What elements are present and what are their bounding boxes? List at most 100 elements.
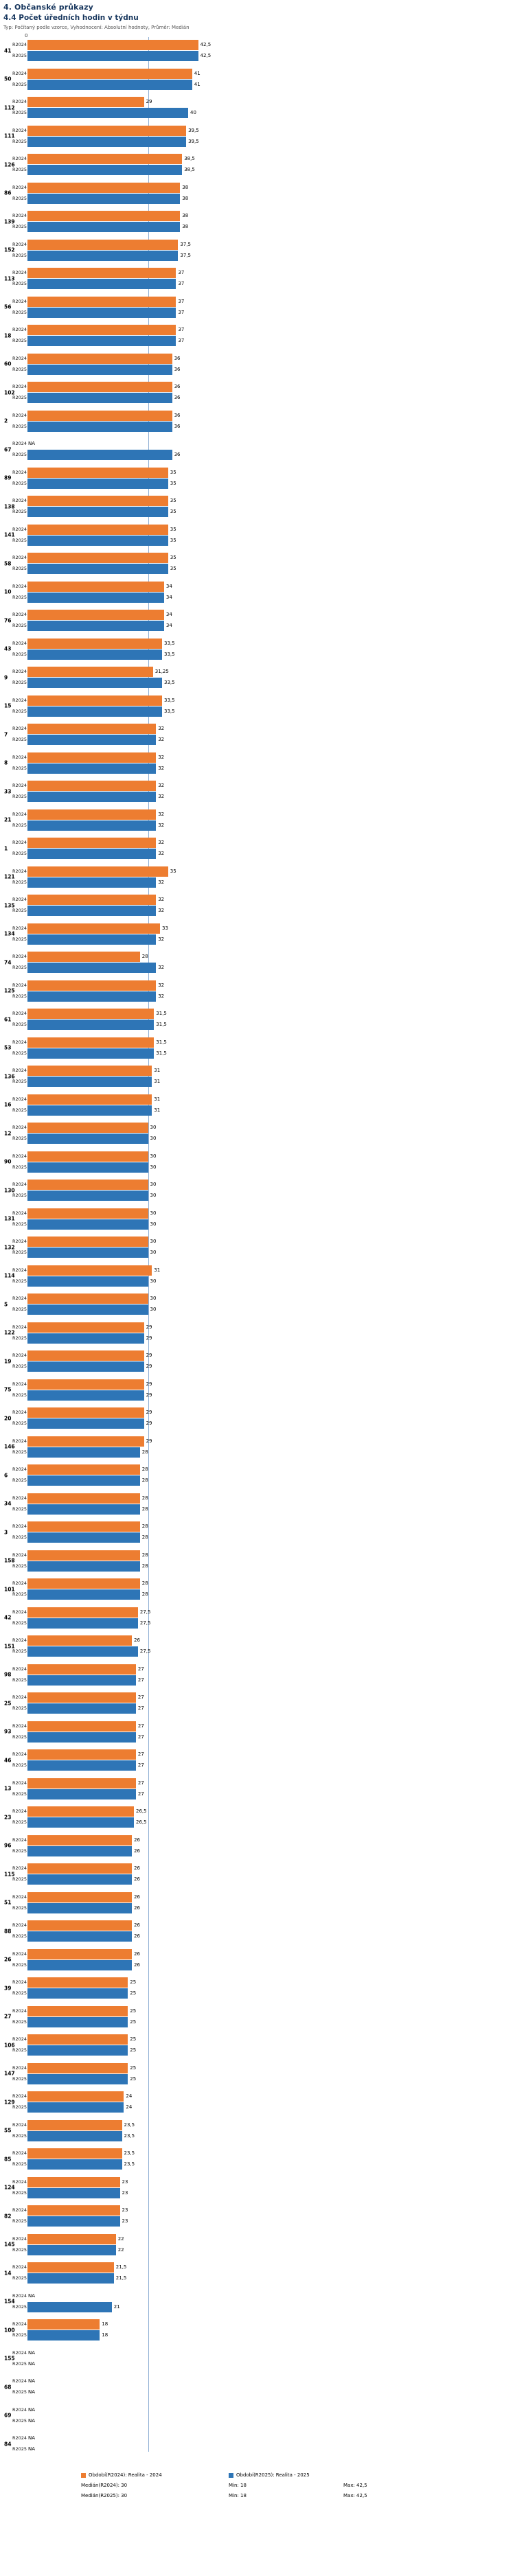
bar-row-r2024: R2024 27 xyxy=(3,1664,515,1675)
series-label: R2024 xyxy=(12,1694,27,1701)
office-id-label: 152 xyxy=(4,246,15,253)
bar-row-r2025: R2025 27,5 xyxy=(3,1646,515,1657)
bar-row-r2025: R2025 26 xyxy=(3,1902,515,1913)
value-label: 24 xyxy=(126,2104,133,2110)
value-label: 32 xyxy=(158,822,165,828)
bar-group: 136 R2024 31 R2025 31 xyxy=(3,1066,515,1087)
bar-row-r2025: R2025 23 xyxy=(3,2187,515,2198)
bar-group: 141 R2024 35 R2025 35 xyxy=(3,524,515,546)
bar-r2025 xyxy=(27,1959,133,1970)
bar-group: 85 R2024 23,5 R2025 23,5 xyxy=(3,2148,515,2170)
office-id-label: 51 xyxy=(4,1899,12,1906)
bar-group: 138 R2024 35 R2025 35 xyxy=(3,496,515,517)
bar-group: 53 R2024 31,5 R2025 31,5 xyxy=(3,1037,515,1059)
value-label: 30 xyxy=(150,1239,157,1244)
bar-r2025 xyxy=(27,2244,116,2255)
office-id-label: 58 xyxy=(4,560,12,566)
series-label: R2025 xyxy=(12,452,27,458)
bar-r2024 xyxy=(27,1607,138,1618)
office-id-label: 33 xyxy=(4,787,12,794)
office-id-label: 122 xyxy=(4,1329,15,1336)
series-label: R2024 xyxy=(12,1039,27,1045)
bar-row-r2024: R2024 38 xyxy=(3,211,515,221)
bar-group: 93 R2024 27 R2025 27 xyxy=(3,1721,515,1743)
bar-group: 125 R2024 32 R2025 32 xyxy=(3,980,515,1002)
series-label: R2024 xyxy=(12,2150,27,2157)
bar-r2025 xyxy=(27,535,168,546)
series-label: R2024 xyxy=(12,270,27,276)
value-label: 30 xyxy=(150,1307,157,1312)
series-label: R2024 xyxy=(12,1979,27,1986)
value-label: 23 xyxy=(122,2189,128,2196)
bar-row-r2025: R2025 32 xyxy=(3,963,515,973)
series-label: R2024 xyxy=(12,925,27,931)
series-label: R2025 xyxy=(12,1278,27,1284)
office-id-label: 61 xyxy=(4,1015,12,1022)
bar-row-r2024: R2024 31 xyxy=(3,1094,515,1105)
bar-r2025 xyxy=(27,934,157,945)
series-label: R2025 xyxy=(12,765,27,771)
bar-r2024 xyxy=(27,2005,128,2016)
bar-row-r2025: R2025 30 xyxy=(3,1304,515,1315)
bar-group: 34 R2024 28 R2025 28 xyxy=(3,1493,515,1515)
bar-row-r2025: R2025 35 xyxy=(3,478,515,489)
bar-row-r2025: R2025 33,5 xyxy=(3,706,515,717)
bar-row-r2025: R2025 38 xyxy=(3,222,515,232)
bar-group: 6 R2024 28 R2025 28 xyxy=(3,1464,515,1486)
series-label: R2025 xyxy=(12,2189,27,2196)
bar-row-r2024: R2024 25 xyxy=(3,1977,515,1988)
bar-group: 84 R2024 NA R2025 NA xyxy=(3,2433,515,2454)
series-label: R2024 xyxy=(12,213,27,219)
bar-r2024 xyxy=(27,724,157,734)
bar-row-r2024: R2024 26 xyxy=(3,1920,515,1931)
office-id-label: 136 xyxy=(4,1072,15,1079)
series-label: R2025 xyxy=(12,1307,27,1313)
bar-row-r2025: R2025 34 xyxy=(3,621,515,631)
office-id-label: 39 xyxy=(4,1984,12,1991)
office-id-label: 114 xyxy=(4,1272,15,1279)
bar-group: 12 R2024 30 R2025 30 xyxy=(3,1123,515,1144)
series-label: R2025 xyxy=(12,1107,27,1113)
bar-row-r2024: R2024 34 xyxy=(3,581,515,592)
bar-group: 106 R2024 25 R2025 25 xyxy=(3,2034,515,2056)
bar-row-r2024: R2024 NA xyxy=(3,2433,515,2443)
bar-r2024 xyxy=(27,581,164,592)
series-label: R2024 xyxy=(12,1210,27,1216)
bar-r2025 xyxy=(27,1304,148,1315)
office-id-label: 50 xyxy=(4,76,12,82)
series-label: R2025 xyxy=(12,1136,27,1142)
bar-row-r2024: R2024 26 xyxy=(3,1635,515,1646)
bar-row-r2025: R2025 35 xyxy=(3,564,515,574)
series-label: R2025 xyxy=(12,2303,27,2310)
bar-row-r2025: R2025 NA xyxy=(3,2387,515,2397)
bar-row-r2025: R2025 38 xyxy=(3,193,515,204)
value-label: 29 xyxy=(146,1324,152,1330)
bar-group: 154 R2024 NA R2025 21 xyxy=(3,2291,515,2312)
value-label: 31,5 xyxy=(156,1011,167,1016)
bar-row-r2025: R2025 22 xyxy=(3,2244,515,2255)
value-label: 36 xyxy=(174,355,181,361)
office-id-label: 42 xyxy=(4,1614,12,1621)
series-label: R2024 xyxy=(12,1865,27,1872)
value-label-na: NA xyxy=(28,441,36,446)
bar-r2025 xyxy=(27,1077,152,1087)
series-label: R2024 xyxy=(12,697,27,703)
value-label: 39,5 xyxy=(188,127,199,133)
bar-row-r2025: R2025 29 xyxy=(3,1333,515,1344)
value-label: 26 xyxy=(134,1637,141,1643)
bar-row-r2025: R2025 28 xyxy=(3,1532,515,1543)
series-label: R2024 xyxy=(12,2292,27,2299)
value-label: 27,5 xyxy=(139,1609,151,1615)
value-label: 26,5 xyxy=(136,1808,147,1814)
office-id-label: 46 xyxy=(4,1756,12,1763)
bar-group: 1 R2024 32 R2025 32 xyxy=(3,838,515,859)
series-label: R2024 xyxy=(12,2349,27,2356)
bar-row-r2025: R2025 28 xyxy=(3,1589,515,1600)
bar-r2024 xyxy=(27,296,176,307)
series-label: R2025 xyxy=(12,2218,27,2224)
bar-r2024 xyxy=(27,1265,152,1276)
office-id-label: 1 xyxy=(4,844,8,851)
series-label: R2024 xyxy=(12,2207,27,2213)
series-label: R2025 xyxy=(12,167,27,173)
bar-r2025 xyxy=(27,963,157,973)
